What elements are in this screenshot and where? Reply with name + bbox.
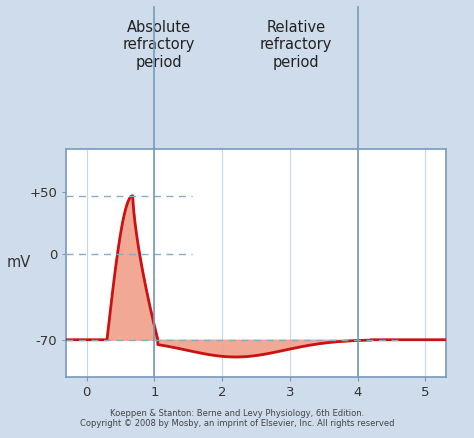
Text: Koeppen & Stanton: Berne and Levy Physiology, 6th Edition.
Copyright © 2008 by M: Koeppen & Stanton: Berne and Levy Physio…	[80, 409, 394, 428]
Y-axis label: mV: mV	[6, 255, 30, 270]
Text: Relative
refractory
period: Relative refractory period	[260, 20, 332, 70]
Text: Absolute
refractory
period: Absolute refractory period	[123, 20, 195, 70]
